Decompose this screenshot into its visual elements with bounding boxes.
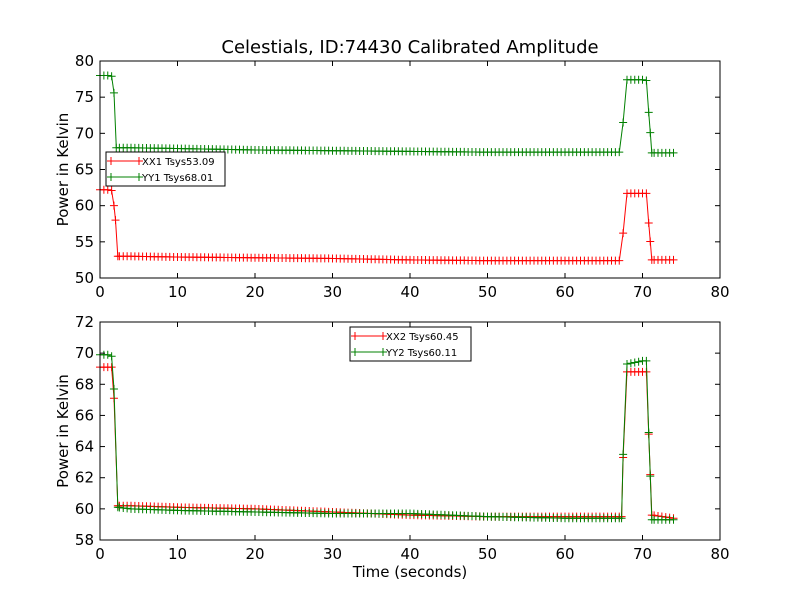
data-point-marker: [669, 515, 678, 524]
data-point-marker: [619, 450, 628, 459]
data-point-marker: [634, 357, 643, 366]
data-point-marker: [669, 255, 678, 264]
y-tick-label: 50: [75, 269, 94, 287]
data-point-marker: [646, 128, 655, 137]
data-point-marker: [619, 229, 628, 238]
data-point-marker: [107, 363, 116, 372]
data-point-marker: [103, 350, 112, 359]
data-point-marker: [109, 384, 118, 393]
data-point-marker: [644, 219, 653, 228]
x-axis-label: Time (seconds): [352, 563, 468, 581]
x-tick-label: 0: [95, 545, 105, 563]
y-tick-label: 72: [75, 313, 94, 331]
y-tick-label: 64: [75, 438, 94, 456]
data-point-marker: [619, 118, 628, 127]
data-point-marker: [111, 216, 120, 225]
data-point-marker: [630, 358, 639, 367]
x-tick-label: 50: [478, 545, 497, 563]
bottom-panel: 0 10 20 30 40 50 60 70 80 58 60 62 64 66 68 70 72 Power i…: [54, 313, 730, 581]
x-tick-label: 70: [633, 283, 652, 301]
top-panel: 0 10 20 30 40 50 60 70 80 50 55 60 65 70 75 80 Power in …: [54, 52, 730, 301]
data-point-marker: [107, 186, 116, 195]
series-2: [96, 350, 678, 524]
data-point-marker: [109, 88, 118, 97]
data-point-marker: [646, 472, 655, 481]
legend-marker: [135, 173, 143, 181]
x-tick-label: 60: [555, 545, 574, 563]
data-point-marker: [615, 148, 624, 157]
data-point-marker: [109, 201, 118, 210]
legend-box: [349, 326, 472, 362]
y-tick-label: 55: [75, 233, 94, 251]
x-tick-label: 20: [245, 545, 264, 563]
y-tick-label: 80: [75, 52, 94, 70]
legend: XX1 Tsys53.09 YY1 Tsys68.01: [105, 151, 226, 187]
legend-label: YY1 Tsys68.01: [141, 173, 213, 184]
data-point-marker: [626, 359, 635, 368]
data-point-marker: [638, 75, 647, 84]
y-axis-label: Power in Kelvin: [54, 113, 72, 227]
data-point-marker: [642, 76, 651, 85]
legend-marker: [351, 348, 359, 356]
data-point-marker: [642, 356, 651, 365]
data-point-marker: [644, 108, 653, 117]
y-tick-label: 66: [75, 406, 94, 424]
x-tick-label: 10: [168, 283, 187, 301]
data-point-marker: [617, 514, 626, 523]
data-point-marker: [669, 148, 678, 157]
y-tick-label: 70: [75, 124, 94, 142]
y-tick-label: 70: [75, 344, 94, 362]
x-tick-label: 0: [95, 283, 105, 301]
legend-label: YY2 Tsys60.11: [385, 348, 457, 359]
legend-marker: [379, 348, 387, 356]
x-tick-label: 70: [633, 545, 652, 563]
x-tick-label: 30: [323, 545, 342, 563]
data-point-marker: [107, 72, 116, 81]
x-tick-label: 20: [245, 283, 264, 301]
legend-marker: [135, 157, 143, 165]
x-tick-label: 80: [710, 545, 729, 563]
data-point-marker: [107, 352, 116, 361]
data-point-marker: [646, 237, 655, 246]
y-tick-label: 60: [75, 197, 94, 215]
series-1: [96, 185, 678, 265]
x-tick-label: 40: [400, 283, 419, 301]
data-point-marker: [103, 71, 112, 80]
legend-box: [105, 151, 226, 187]
chart-title: Celestials, ID:74430 Calibrated Amplitud…: [221, 37, 598, 58]
data-point-marker: [103, 185, 112, 194]
series-2: [96, 71, 678, 157]
y-tick-label: 62: [75, 469, 94, 487]
data-point-marker: [642, 189, 651, 198]
y-tick-label: 65: [75, 161, 94, 179]
x-tick-label: 30: [323, 283, 342, 301]
x-tick-label: 40: [400, 545, 419, 563]
legend-marker: [379, 332, 387, 340]
x-tick-label: 80: [710, 283, 729, 301]
x-tick-label: 10: [168, 545, 187, 563]
legend: XX2 Tsys60.45 YY2 Tsys60.11: [349, 326, 472, 362]
y-tick-label: 75: [75, 88, 94, 106]
y-tick-label: 68: [75, 375, 94, 393]
x-tick-label: 50: [478, 283, 497, 301]
data-point-marker: [623, 360, 631, 369]
x-tick-label: 60: [555, 283, 574, 301]
legend-label: XX1 Tsys53.09: [142, 157, 215, 168]
data-point-marker: [644, 428, 653, 437]
y-axis-label: Power in Kelvin: [54, 374, 72, 488]
legend-marker: [351, 332, 359, 340]
legend-marker: [107, 173, 115, 181]
y-tick-label: 60: [75, 500, 94, 518]
legend-label: XX2 Tsys60.45: [386, 332, 459, 343]
legend-marker: [107, 157, 115, 165]
y-tick-label: 58: [75, 531, 94, 549]
data-point-marker: [615, 256, 624, 265]
